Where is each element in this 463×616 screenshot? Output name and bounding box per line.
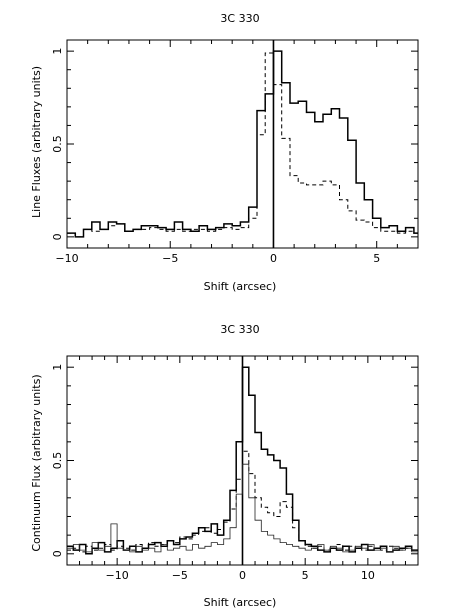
x-tick-label: −10	[55, 252, 78, 265]
x-axis-label: Shift (arcsec)	[204, 280, 277, 293]
x-tick-label: 0	[239, 569, 246, 582]
y-tick-label: 0.5	[51, 452, 64, 470]
chart-title: 3C 330	[220, 12, 259, 25]
chart-panel-top: 3C 330 Shift (arcsec) Line Fluxes (arbit…	[30, 12, 419, 293]
x-tick-label: 10	[361, 569, 375, 582]
y-tick-label: 0	[51, 550, 64, 557]
y-tick-label: 1	[51, 364, 64, 371]
x-tick-label: 0	[270, 252, 277, 265]
chart-title: 3C 330	[220, 323, 259, 336]
series-line-solid	[67, 50, 418, 238]
y-axis-label: Continuum Flux (arbitrary units)	[30, 374, 43, 551]
x-tick-label: −10	[106, 569, 129, 582]
chart-panel-bottom: 3C 330 Shift (arcsec) Continuum Flux (ar…	[30, 323, 419, 609]
y-axis-label: Line Fluxes (arbitrary units)	[30, 66, 43, 218]
x-tick-label: −5	[172, 569, 188, 582]
x-tick-label: 5	[373, 252, 380, 265]
y-tick-label: 0	[51, 233, 64, 240]
x-tick-label: −5	[162, 252, 178, 265]
x-tick-label: 5	[302, 569, 309, 582]
series-line-thin	[67, 463, 418, 553]
x-axis-label: Shift (arcsec)	[204, 596, 277, 609]
plot-frame	[66, 39, 419, 249]
y-tick-label: 0.5	[51, 135, 64, 153]
series-line-dashed	[67, 450, 418, 553]
y-tick-label: 1	[51, 48, 64, 55]
series-line-dashed	[67, 52, 418, 238]
